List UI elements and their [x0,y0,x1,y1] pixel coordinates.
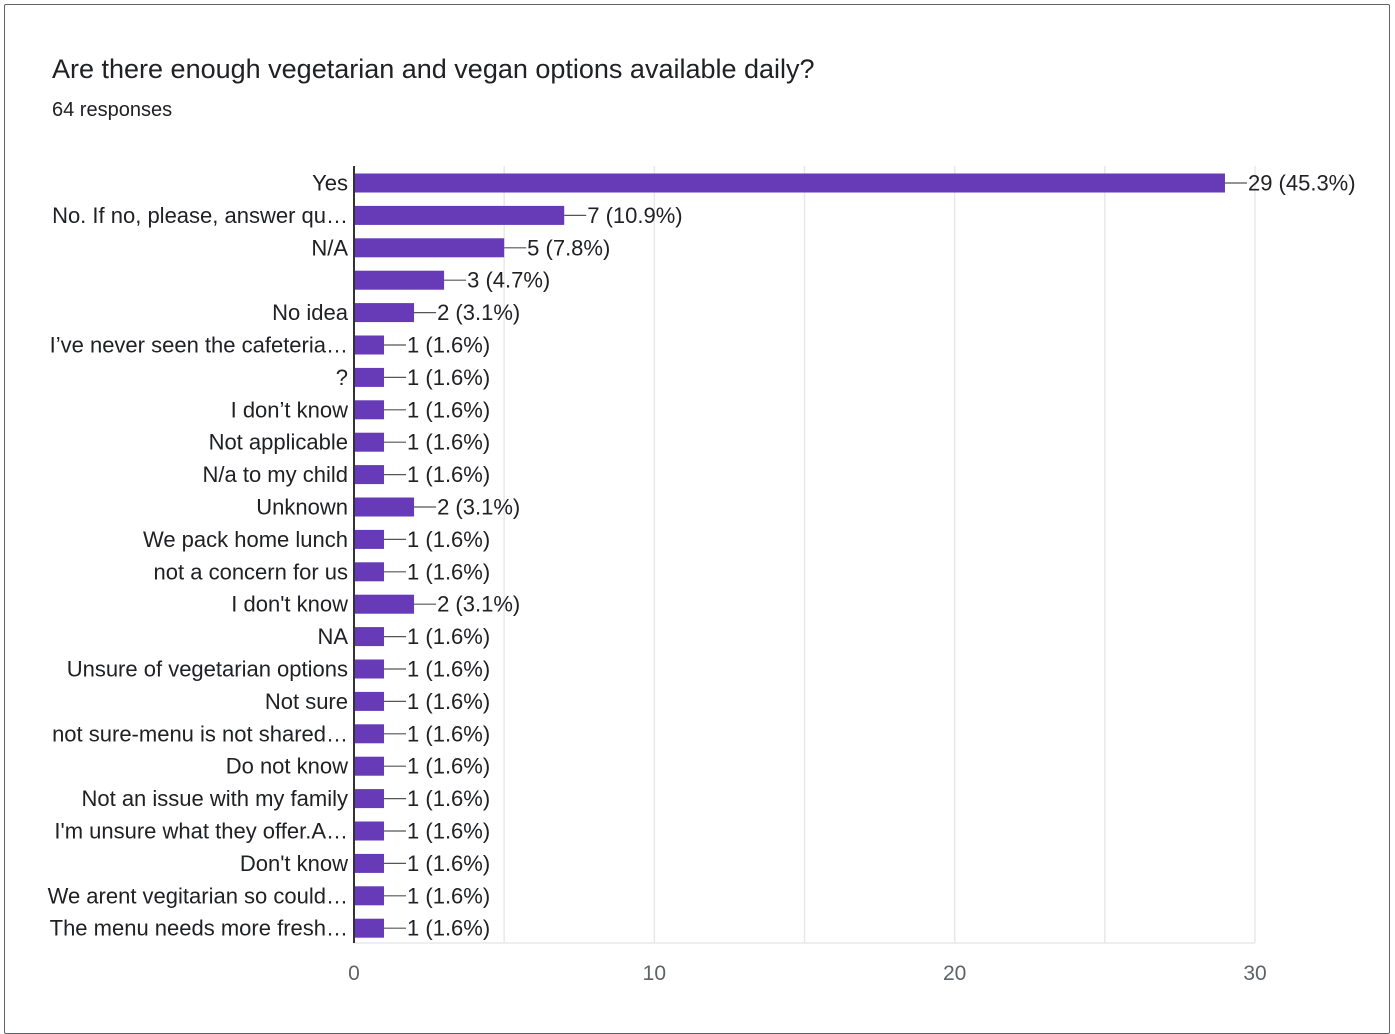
data-label: 2 (3.1%) [437,592,520,617]
x-tick-label: 30 [1243,962,1266,985]
category-label: Not an issue with my family [81,786,348,811]
category-label: I don’t know [231,397,349,422]
x-tick-label: 0 [348,962,360,985]
category-label: Unknown [256,495,348,520]
bar [354,238,505,258]
category-label: I don't know [231,592,348,617]
bar [354,270,445,290]
data-label: 1 (1.6%) [407,397,490,422]
category-label: not a concern for us [154,559,348,584]
data-label: 1 (1.6%) [407,754,490,779]
x-tick-label: 20 [943,962,966,985]
data-label: 1 (1.6%) [407,851,490,876]
category-label: Unsure of vegetarian options [67,657,348,682]
category-label: Don't know [240,851,348,876]
category-label: Do not know [226,754,348,779]
bar [354,205,565,225]
chart-title: Are there enough vegetarian and vegan op… [52,54,815,84]
bar [354,756,385,776]
category-label: ? [336,365,348,390]
data-label: 5 (7.8%) [527,235,610,260]
category-label: No idea [272,300,349,325]
data-label: 1 (1.6%) [407,657,490,682]
data-label: 1 (1.6%) [407,430,490,455]
data-label: 29 (45.3%) [1248,171,1356,196]
bar [354,497,415,517]
bar [354,367,385,387]
bar [354,432,385,452]
data-label: 1 (1.6%) [407,916,490,941]
data-label: 1 (1.6%) [407,689,490,714]
bar [354,789,385,809]
category-label: Not applicable [209,430,348,455]
category-label: N/A [311,235,348,260]
data-label: 2 (3.1%) [437,495,520,520]
data-label: 1 (1.6%) [407,527,490,552]
bar [354,918,385,938]
category-label: We arent vegitarian so could… [48,883,348,908]
bar [354,465,385,485]
category-label: The menu needs more fresh… [50,916,348,941]
bar [354,562,385,582]
bar [354,594,415,614]
data-label: 1 (1.6%) [407,786,490,811]
bar [354,659,385,679]
category-label: Not sure [265,689,348,714]
bar [354,529,385,549]
x-tick-label: 10 [643,962,666,985]
category-label: We pack home lunch [143,527,348,552]
category-label: I'm unsure what they offer.A… [54,819,348,844]
bar [354,335,385,355]
data-label: 1 (1.6%) [407,333,490,358]
category-label: I’ve never seen the cafeteria… [50,333,348,358]
data-label: 3 (4.7%) [467,268,550,293]
category-label: NA [317,624,348,649]
data-label: 1 (1.6%) [407,883,490,908]
category-label: Yes [312,171,348,196]
data-label: 1 (1.6%) [407,819,490,844]
bar [354,853,385,873]
bar [354,821,385,841]
data-label: 1 (1.6%) [407,559,490,584]
bar [354,724,385,744]
data-label: 2 (3.1%) [437,300,520,325]
bar [354,627,385,647]
data-label: 1 (1.6%) [407,721,490,746]
data-label: 1 (1.6%) [407,624,490,649]
data-label: 1 (1.6%) [407,462,490,487]
bar [354,886,385,906]
bar [354,691,385,711]
bar [354,303,415,323]
data-label: 1 (1.6%) [407,365,490,390]
response-count: 64 responses [52,99,173,121]
category-label: N/a to my child [203,462,349,487]
bar [354,173,1225,193]
bar [354,400,385,420]
category-label: No. If no, please, answer qu… [52,203,348,228]
data-label: 7 (10.9%) [587,203,682,228]
category-label: not sure-menu is not shared… [52,721,348,746]
